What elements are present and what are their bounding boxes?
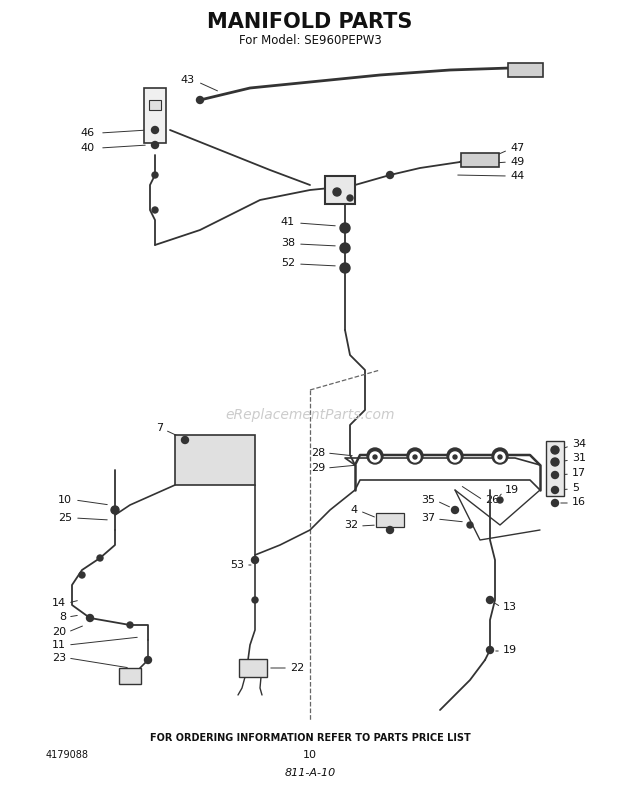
Circle shape bbox=[498, 455, 502, 459]
Text: 19: 19 bbox=[503, 645, 517, 655]
Text: 43: 43 bbox=[181, 75, 195, 85]
Text: 37: 37 bbox=[421, 513, 435, 523]
Text: 8: 8 bbox=[59, 612, 66, 622]
Text: 31: 31 bbox=[572, 453, 586, 463]
Circle shape bbox=[252, 556, 259, 563]
Text: 40: 40 bbox=[81, 143, 95, 153]
Circle shape bbox=[413, 455, 417, 459]
Text: 25: 25 bbox=[58, 513, 72, 523]
Text: 11: 11 bbox=[52, 640, 66, 650]
Text: For Model: SE960PEPW3: For Model: SE960PEPW3 bbox=[239, 33, 381, 47]
Circle shape bbox=[152, 172, 158, 178]
Circle shape bbox=[451, 507, 459, 514]
Bar bbox=[325, 176, 355, 204]
Circle shape bbox=[333, 188, 341, 196]
Text: 34: 34 bbox=[572, 439, 586, 449]
Text: 49: 49 bbox=[510, 157, 525, 167]
Circle shape bbox=[197, 96, 203, 103]
Text: 32: 32 bbox=[344, 520, 358, 530]
Bar bbox=[175, 435, 255, 485]
Circle shape bbox=[340, 223, 350, 233]
Circle shape bbox=[492, 448, 508, 464]
Text: 20: 20 bbox=[52, 627, 66, 637]
Circle shape bbox=[79, 572, 85, 578]
Text: 13: 13 bbox=[503, 602, 517, 612]
Text: 7: 7 bbox=[156, 423, 163, 433]
Circle shape bbox=[144, 656, 151, 664]
Circle shape bbox=[97, 555, 103, 561]
Bar bbox=[149, 100, 161, 110]
Text: FOR ORDERING INFORMATION REFER TO PARTS PRICE LIST: FOR ORDERING INFORMATION REFER TO PARTS … bbox=[149, 733, 471, 743]
Circle shape bbox=[453, 455, 457, 459]
Circle shape bbox=[552, 487, 559, 493]
Text: 16: 16 bbox=[572, 497, 586, 507]
Text: 52: 52 bbox=[281, 258, 295, 268]
Circle shape bbox=[347, 195, 353, 201]
Text: 17: 17 bbox=[572, 468, 586, 478]
Circle shape bbox=[551, 446, 559, 454]
Text: 19: 19 bbox=[505, 485, 519, 495]
Text: 811-A-10: 811-A-10 bbox=[285, 768, 335, 778]
Circle shape bbox=[370, 452, 380, 462]
Circle shape bbox=[151, 141, 159, 148]
Bar bbox=[546, 440, 564, 495]
Text: 14: 14 bbox=[52, 598, 66, 608]
Circle shape bbox=[487, 596, 494, 604]
Circle shape bbox=[252, 597, 258, 603]
Text: 35: 35 bbox=[421, 495, 435, 505]
Bar bbox=[119, 668, 141, 684]
Circle shape bbox=[111, 506, 119, 514]
Circle shape bbox=[340, 263, 350, 273]
Text: MANIFOLD PARTS: MANIFOLD PARTS bbox=[207, 12, 413, 32]
Circle shape bbox=[151, 126, 159, 133]
Circle shape bbox=[367, 448, 383, 464]
Circle shape bbox=[373, 455, 377, 459]
Text: 10: 10 bbox=[58, 495, 72, 505]
Circle shape bbox=[152, 207, 158, 213]
Text: 10: 10 bbox=[303, 750, 317, 760]
Circle shape bbox=[127, 622, 133, 628]
Circle shape bbox=[447, 448, 463, 464]
Circle shape bbox=[182, 436, 188, 443]
Circle shape bbox=[340, 243, 350, 253]
Text: 46: 46 bbox=[81, 128, 95, 138]
Text: 5: 5 bbox=[572, 483, 579, 493]
Text: 29: 29 bbox=[311, 463, 325, 473]
Text: 44: 44 bbox=[510, 171, 525, 181]
Text: 23: 23 bbox=[52, 653, 66, 663]
Bar bbox=[508, 63, 542, 77]
Circle shape bbox=[467, 522, 473, 528]
Bar bbox=[239, 659, 267, 677]
Bar bbox=[376, 513, 404, 527]
Circle shape bbox=[386, 171, 394, 178]
Text: 4179088: 4179088 bbox=[46, 750, 89, 760]
Circle shape bbox=[487, 646, 494, 653]
Bar bbox=[144, 88, 166, 143]
Circle shape bbox=[407, 448, 423, 464]
Bar bbox=[461, 153, 499, 167]
Text: 26: 26 bbox=[485, 495, 499, 505]
Circle shape bbox=[410, 452, 420, 462]
Circle shape bbox=[386, 526, 394, 533]
Text: 22: 22 bbox=[290, 663, 304, 673]
Text: 2: 2 bbox=[248, 440, 255, 450]
Circle shape bbox=[552, 499, 559, 507]
Circle shape bbox=[497, 497, 503, 503]
Text: eReplacementParts.com: eReplacementParts.com bbox=[225, 408, 395, 422]
Text: 53: 53 bbox=[230, 560, 244, 570]
Circle shape bbox=[87, 615, 94, 622]
Text: 38: 38 bbox=[281, 238, 295, 248]
Text: 41: 41 bbox=[281, 217, 295, 227]
Circle shape bbox=[551, 458, 559, 466]
Circle shape bbox=[450, 452, 460, 462]
Circle shape bbox=[552, 472, 559, 478]
Text: 47: 47 bbox=[510, 143, 525, 153]
Circle shape bbox=[495, 452, 505, 462]
Text: 4: 4 bbox=[351, 505, 358, 515]
Text: 28: 28 bbox=[311, 448, 325, 458]
